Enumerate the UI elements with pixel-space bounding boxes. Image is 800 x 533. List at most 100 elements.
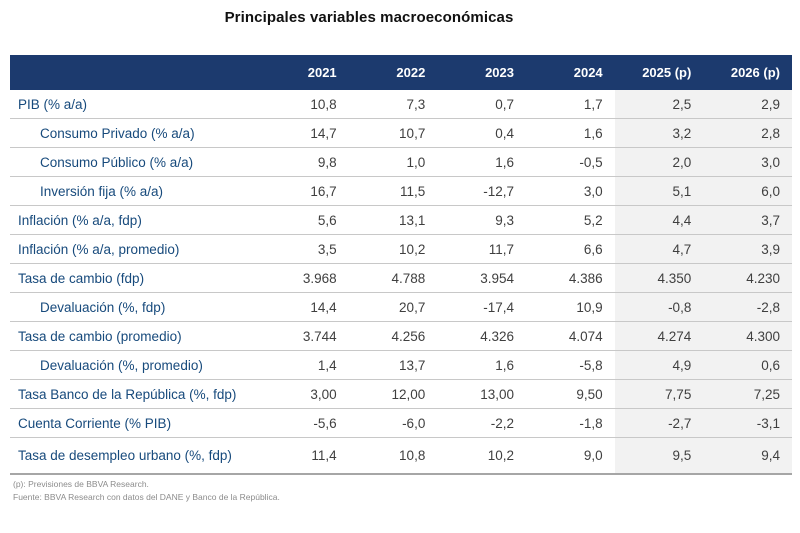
column-header: 2023 xyxy=(485,65,514,80)
forecast-value-cell: 3,9 xyxy=(703,235,792,263)
table-row: Devaluación (%, fdp) 14,4 20,7 -17,4 10,9 -0,… xyxy=(10,293,792,322)
forecast-value-cell: 4,9 xyxy=(614,351,704,379)
value-cell: -17,4 xyxy=(483,299,514,315)
column-header: 2024 xyxy=(573,65,603,80)
forecast-value-cell: 2,5 xyxy=(614,90,704,118)
row-label: Tasa de desempleo urbano (%, fdp) xyxy=(18,448,232,463)
forecast-value-cell: 7,25 xyxy=(703,380,792,408)
row-label: Consumo Público (% a/a) xyxy=(40,154,194,170)
forecast-value-cell: 4.274 xyxy=(614,322,704,350)
value-cell: 10,7 xyxy=(399,125,426,141)
forecast-value-cell: -2,8 xyxy=(703,293,792,321)
footnotes: (p): Previsiones de BBVA Research. Fuent… xyxy=(13,478,280,504)
table-row: PIB (% a/a) 10,8 7,3 0,7 1,7 2,5 2,9 xyxy=(10,90,792,119)
value-cell: 9,50 xyxy=(576,386,603,402)
column-header: 2025 (p) xyxy=(642,65,692,80)
row-label: Inflación (% a/a, promedio) xyxy=(18,241,180,257)
value-cell: 13,00 xyxy=(480,386,514,402)
table-header-row: 2021 2022 2023 2024 2025 (p) 2026 (p) xyxy=(10,55,792,90)
value-cell: 1,6 xyxy=(583,125,603,141)
row-label: PIB (% a/a) xyxy=(18,96,88,112)
forecast-value-cell: 2,0 xyxy=(614,148,704,176)
value-cell: 11,7 xyxy=(488,241,514,257)
column-header: 2021 xyxy=(307,65,337,80)
table-row: Consumo Privado (% a/a) 14,7 10,7 0,4 1,6 3,2… xyxy=(10,119,792,148)
row-label: Devaluación (%, fdp) xyxy=(40,299,166,315)
row-label: Tasa de cambio (promedio) xyxy=(18,328,182,344)
table-body: PIB (% a/a) 10,8 7,3 0,7 1,7 2,5 2,9 Consumo Pr… xyxy=(10,90,792,475)
value-cell: 5,2 xyxy=(583,212,603,228)
forecast-value-cell: 4,7 xyxy=(614,235,704,263)
value-cell: 12,00 xyxy=(391,386,426,402)
table-row: Consumo Público (% a/a) 9,8 1,0 1,6 -0,5 2,0 3… xyxy=(10,148,792,177)
value-cell: 3.744 xyxy=(302,328,337,344)
value-cell: 4.326 xyxy=(480,328,514,344)
forecast-value-cell: 0,6 xyxy=(703,351,792,379)
value-cell: -12,7 xyxy=(483,183,514,199)
value-cell: 10,2 xyxy=(399,241,426,257)
value-cell: 1,6 xyxy=(495,154,514,170)
value-cell: 9,0 xyxy=(583,448,603,463)
value-cell: -2,2 xyxy=(490,415,514,431)
value-cell: 4.788 xyxy=(391,270,426,286)
value-cell: 10,8 xyxy=(310,96,337,112)
value-cell: 3.954 xyxy=(480,270,514,286)
value-cell: 10,8 xyxy=(399,448,426,463)
title-container: Principales variables macroeconómicas xyxy=(0,9,738,27)
value-cell: 13,7 xyxy=(399,357,426,373)
row-label: Inflación (% a/a, fdp) xyxy=(18,212,142,228)
forecast-value-cell: -3,1 xyxy=(703,409,792,437)
forecast-value-cell: 4.230 xyxy=(703,264,792,292)
value-cell: 1,4 xyxy=(317,357,337,373)
value-cell: 9,8 xyxy=(317,154,337,170)
table-header-empty-cell xyxy=(10,55,260,90)
forecast-value-cell: 3,7 xyxy=(703,206,792,234)
value-cell: 3.968 xyxy=(302,270,337,286)
value-cell: 11,5 xyxy=(400,183,426,199)
forecast-value-cell: 7,75 xyxy=(614,380,704,408)
value-cell: -0,5 xyxy=(579,154,603,170)
row-label: Cuenta Corriente (% PIB) xyxy=(18,415,172,431)
row-label: Devaluación (%, promedio) xyxy=(40,357,203,373)
forecast-value-cell: 9,4 xyxy=(703,438,792,473)
value-cell: 0,4 xyxy=(495,125,514,141)
value-cell: -5,8 xyxy=(579,357,603,373)
forecast-value-cell: -2,7 xyxy=(614,409,704,437)
row-label: Tasa de cambio (fdp) xyxy=(18,270,145,286)
value-cell: 11,4 xyxy=(311,448,337,463)
footnote-forecast: (p): Previsiones de BBVA Research. xyxy=(13,479,149,489)
forecast-value-cell: 9,5 xyxy=(614,438,704,473)
table-row: Tasa de desempleo urbano (%, fdp) 11,4 10,… xyxy=(10,438,792,475)
value-cell: -6,0 xyxy=(402,415,426,431)
forecast-value-cell: 6,0 xyxy=(703,177,792,205)
forecast-value-cell: 4.300 xyxy=(703,322,792,350)
value-cell: 3,5 xyxy=(317,241,337,257)
forecast-value-cell: 4,4 xyxy=(614,206,704,234)
value-cell: 4.074 xyxy=(568,328,603,344)
row-label: Consumo Privado (% a/a) xyxy=(40,125,195,141)
value-cell: 10,2 xyxy=(487,448,514,463)
table-row: Inversión fija (% a/a) 16,7 11,5 -12,7 3,0 5,… xyxy=(10,177,792,206)
value-cell: 20,7 xyxy=(399,299,426,315)
value-cell: 16,7 xyxy=(310,183,337,199)
value-cell: 1,0 xyxy=(406,154,426,170)
forecast-value-cell: 3,2 xyxy=(614,119,704,147)
table-row: Tasa de cambio (fdp) 3.968 4.788 3.954 4.386… xyxy=(10,264,792,293)
forecast-value-cell: 3,0 xyxy=(703,148,792,176)
value-cell: 13,1 xyxy=(399,212,426,228)
value-cell: 9,3 xyxy=(495,212,514,228)
forecast-value-cell: 4.350 xyxy=(614,264,704,292)
table-row: Inflación (% a/a, fdp) 5,6 13,1 9,3 5,2 4,4 3,… xyxy=(10,206,792,235)
macro-table: 2021 2022 2023 2024 2025 (p) 2026 (p) PIB (% … xyxy=(10,55,792,475)
footnote-source: Fuente: BBVA Research con datos del DANE… xyxy=(13,492,280,502)
value-cell: 6,6 xyxy=(583,241,603,257)
value-cell: 4.386 xyxy=(568,270,603,286)
forecast-value-cell: 2,9 xyxy=(703,90,792,118)
value-cell: 3,00 xyxy=(310,386,337,402)
value-cell: 3,0 xyxy=(583,183,603,199)
page-title: Principales variables macroeconómicas xyxy=(224,9,514,26)
column-header: 2022 xyxy=(396,65,426,80)
table-row: Devaluación (%, promedio) 1,4 13,7 1,6 -5,8 4… xyxy=(10,351,792,380)
value-cell: 0,7 xyxy=(495,96,514,112)
